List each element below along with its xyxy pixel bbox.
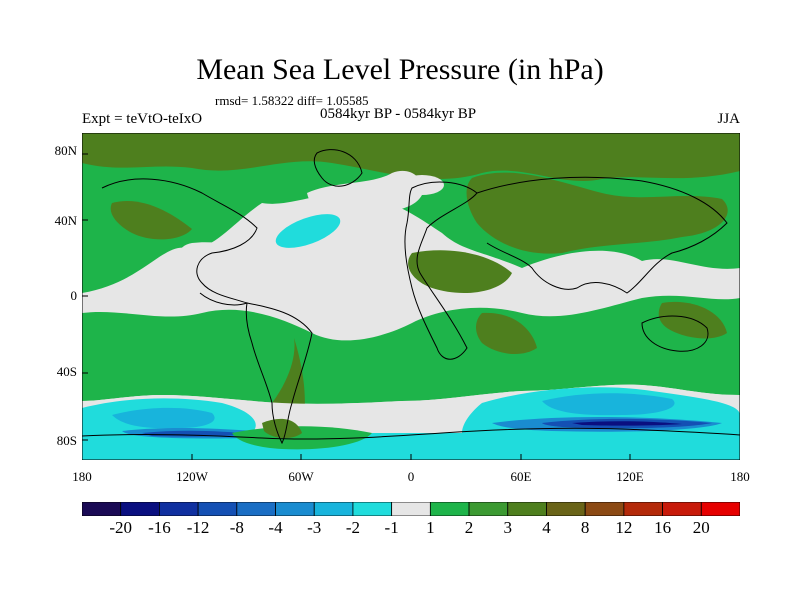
- south-america-coast: [245, 302, 313, 445]
- australia-olive-region: [658, 301, 727, 339]
- greenland-coast: [313, 149, 363, 187]
- pressure-map: [82, 133, 740, 460]
- colorbar-swatch: [352, 502, 393, 516]
- colorbar-label: 12: [615, 518, 633, 537]
- colorbar-swatch: [623, 502, 663, 516]
- lon-label-60e: 60E: [510, 469, 532, 484]
- colorbar-swatch: [275, 502, 315, 516]
- atlantic-white-region: [307, 170, 423, 219]
- lat-label-0: 0: [70, 288, 78, 303]
- lon-label-180w: 180: [72, 469, 92, 484]
- chart-title: Mean Sea Level Pressure (in hPa): [196, 53, 604, 86]
- arctic-white-spot: [400, 175, 444, 195]
- colorbar-label: 8: [580, 518, 590, 537]
- colorbar: [82, 502, 740, 516]
- europe-africa-coast: [404, 181, 478, 360]
- colorbar-label: -4: [268, 518, 283, 537]
- lat-label-40s: 40S: [56, 364, 77, 379]
- colorbar-swatch: [468, 502, 509, 516]
- lat-label-40n: 40N: [54, 213, 77, 228]
- antarctic-navy-streak: [572, 421, 682, 426]
- antarctica-coast: [82, 427, 740, 440]
- colorbar-label: -3: [307, 518, 322, 537]
- colorbar-label: -8: [229, 518, 244, 537]
- south-indian-blue: [542, 393, 675, 416]
- map-ticks: [82, 153, 631, 460]
- colorbar-label: -1: [384, 518, 399, 537]
- lon-label-0: 0: [407, 469, 415, 484]
- antarctic-dark-band: [142, 418, 712, 437]
- lat-label-80n: 80N: [54, 143, 77, 158]
- lon-label-120w: 120W: [176, 469, 208, 484]
- colorbar-label: 4: [542, 518, 551, 537]
- colorbar-swatch: [82, 502, 122, 516]
- colorbar-swatch: [197, 502, 238, 516]
- colorbar-label: 3: [503, 518, 513, 537]
- colorbar-swatch: [429, 502, 470, 516]
- lon-label-120e: 120E: [616, 469, 644, 484]
- australia-coast: [641, 315, 709, 352]
- arctic-olive-region: [82, 133, 740, 181]
- colorbar-label: 16: [654, 518, 672, 537]
- asia-coast: [476, 176, 728, 294]
- south-pacific-blue: [112, 407, 215, 429]
- south-green-region: [82, 295, 740, 404]
- coastlines: [82, 149, 740, 445]
- sahara-olive-region: [408, 250, 512, 293]
- colorbar-label: 2: [464, 518, 474, 537]
- lon-label-60w: 60W: [288, 469, 314, 484]
- colorbar-swatch: [700, 502, 740, 516]
- atlantic-low-cyan: [275, 214, 341, 248]
- colorbar-swatch: [584, 502, 625, 516]
- colorbar-label: -16: [148, 518, 171, 537]
- period-label: 0584kyr BP - 0584kyr BP: [320, 106, 477, 122]
- colorbar-swatch: [507, 502, 547, 516]
- colorbar-label: 1: [426, 518, 435, 537]
- colorbar-swatch: [313, 502, 354, 516]
- colorbar-label: 20: [692, 518, 710, 537]
- colorbar-swatch: [662, 502, 702, 516]
- colorbar-swatch: [159, 502, 199, 516]
- colorbar-swatch: [120, 502, 160, 516]
- asia-olive-region: [466, 172, 728, 254]
- antarctic-olive-patch: [262, 418, 302, 439]
- colorbar-label: -2: [345, 518, 361, 537]
- lat-label-80s: 80S: [56, 433, 77, 448]
- season-label: JJA: [717, 111, 740, 127]
- colorbar-label: -12: [186, 518, 210, 537]
- colorbar-swatch: [546, 502, 586, 516]
- lon-label-180e: 180: [730, 469, 750, 484]
- colorbar-swatch: [391, 502, 431, 516]
- stats-text: rmsd= 1.58322 diff= 1.05585: [215, 93, 369, 108]
- colorbar-swatch: [236, 502, 276, 516]
- colorbar-label: -20: [109, 518, 133, 537]
- namerica-olive-region: [110, 201, 192, 240]
- indian-ocean-olive-region: [476, 312, 537, 355]
- experiment-label: Expt = teVtO-teIxO: [82, 111, 203, 127]
- tropical-white-region: [176, 242, 442, 324]
